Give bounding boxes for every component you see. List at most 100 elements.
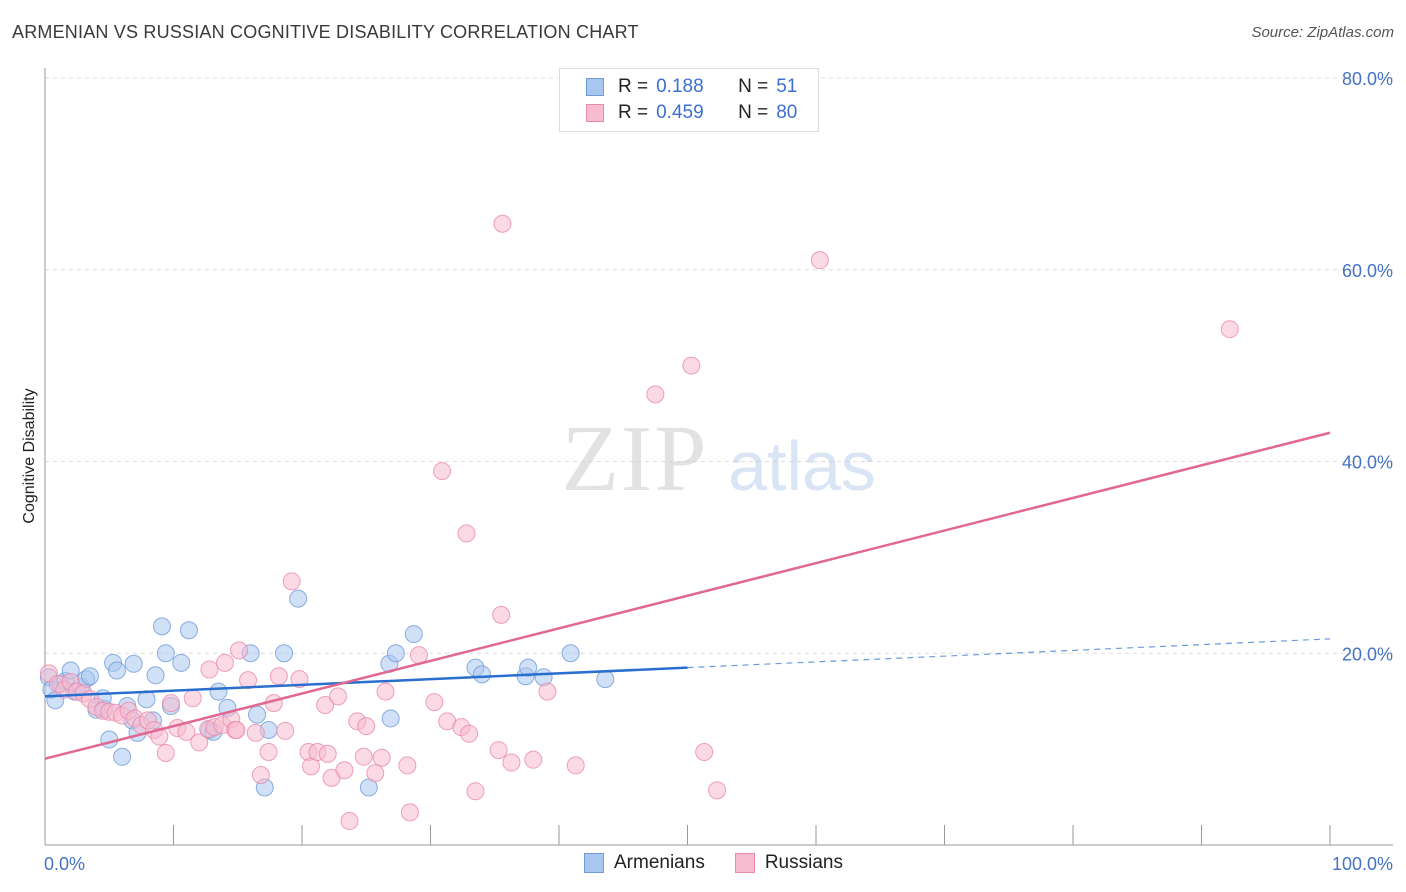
russian-point: [646, 385, 665, 404]
russian-point: [354, 747, 373, 766]
russian-point: [366, 764, 385, 783]
x-tick-label: 0.0%: [44, 854, 85, 874]
armenian-point: [561, 644, 580, 663]
russian-point: [376, 682, 395, 701]
armenian-point: [80, 667, 99, 686]
russians-swatch: [734, 853, 755, 873]
series-legend: Armenians Russians: [584, 852, 873, 874]
tick-labels: 20.0% 40.0% 60.0% 80.0% 0.0% 100.0%: [44, 69, 1393, 874]
armenian-point: [519, 658, 538, 677]
n-value: 80: [776, 102, 798, 123]
armenians-swatch: [586, 78, 604, 96]
russian-point: [524, 750, 543, 769]
armenian-point: [172, 653, 191, 672]
russian-point: [190, 733, 209, 752]
armenian-point: [179, 621, 198, 640]
armenian-point: [275, 644, 294, 663]
russian-point: [276, 721, 295, 740]
russians-trend-line: [44, 431, 1331, 760]
russian-point: [433, 462, 452, 481]
armenian-point: [248, 705, 267, 724]
correlation-legend: R = 0.188 N = 51 R = 0.459 N = 80: [559, 68, 819, 132]
russian-point: [372, 748, 391, 767]
russian-point: [695, 743, 714, 762]
armenian-point: [156, 644, 175, 663]
armenians-trend-line: [44, 666, 688, 698]
n-value: 51: [776, 76, 798, 97]
armenian-point: [289, 589, 308, 608]
armenian-point: [386, 644, 405, 663]
russian-point: [318, 744, 337, 763]
legend-row-armenians: R = 0.188 N = 51: [586, 75, 797, 99]
russian-point: [230, 641, 249, 660]
russian-point: [328, 687, 347, 706]
russian-point: [227, 720, 246, 739]
russian-point: [335, 761, 354, 780]
legend-item-russians[interactable]: Russians: [734, 852, 843, 874]
russian-point: [239, 671, 258, 690]
russian-point: [682, 356, 701, 375]
russian-point: [269, 667, 288, 686]
armenian-point: [107, 661, 126, 680]
russian-point: [566, 756, 585, 775]
russian-point: [246, 723, 265, 742]
y-tick-label: 40.0%: [1342, 453, 1393, 473]
y-tick-label: 80.0%: [1342, 69, 1393, 89]
r-label: R =: [618, 102, 649, 123]
russian-point: [489, 741, 508, 760]
russian-point: [400, 803, 419, 822]
armenian-point: [472, 665, 491, 684]
russian-point: [215, 653, 234, 672]
russian-point: [156, 743, 175, 762]
y-tick-label: 20.0%: [1342, 644, 1393, 664]
russian-point: [200, 660, 219, 679]
russian-point: [502, 753, 521, 772]
russian-point: [538, 682, 557, 701]
armenian-point: [209, 682, 228, 701]
russian-point: [251, 766, 270, 785]
n-label: N =: [738, 76, 769, 97]
russian-point: [340, 812, 359, 831]
series-russians: [39, 214, 1239, 831]
russian-point: [466, 782, 485, 801]
armenian-point: [124, 654, 143, 673]
russian-point: [161, 694, 180, 713]
russian-point: [1220, 320, 1239, 339]
russian-point: [290, 670, 309, 689]
chart-title: ARMENIAN VS RUSSIAN COGNITIVE DISABILITY…: [12, 22, 639, 42]
r-value: 0.188: [656, 76, 704, 97]
watermark-zip: ZIP: [562, 407, 709, 511]
russian-point: [150, 727, 169, 746]
russians-label: Russians: [764, 852, 843, 873]
russian-point: [457, 524, 476, 543]
armenians-swatch: [584, 853, 604, 873]
legend-row-russians: R = 0.459 N = 80: [586, 101, 797, 125]
grid-lines: [45, 77, 1393, 654]
x-tick-label: 100.0%: [1332, 854, 1393, 874]
russian-point: [183, 689, 202, 708]
russian-point: [357, 717, 376, 736]
source-label: Source: ZipAtlas.com: [1251, 24, 1394, 41]
y-axis-label: Cognitive Disability: [21, 388, 38, 523]
armenian-point: [152, 617, 171, 636]
russian-point: [492, 605, 511, 624]
r-label: R =: [618, 76, 649, 97]
russian-point: [810, 251, 829, 270]
trend-lines: [44, 431, 1331, 760]
russian-point: [425, 693, 444, 712]
legend-item-armenians[interactable]: Armenians: [584, 852, 705, 874]
armenian-point: [146, 666, 165, 685]
armenians-trend-extension: [687, 638, 1331, 669]
watermark: ZIP atlas: [562, 407, 876, 511]
russian-point: [493, 214, 512, 233]
armenian-point: [381, 709, 400, 728]
russian-point: [398, 756, 417, 775]
russian-point: [259, 743, 278, 762]
armenians-label: Armenians: [614, 852, 705, 873]
russian-point: [282, 572, 301, 591]
russian-point: [316, 696, 335, 715]
russian-point: [460, 724, 479, 743]
y-tick-label: 60.0%: [1342, 261, 1393, 281]
armenian-point: [596, 670, 615, 689]
